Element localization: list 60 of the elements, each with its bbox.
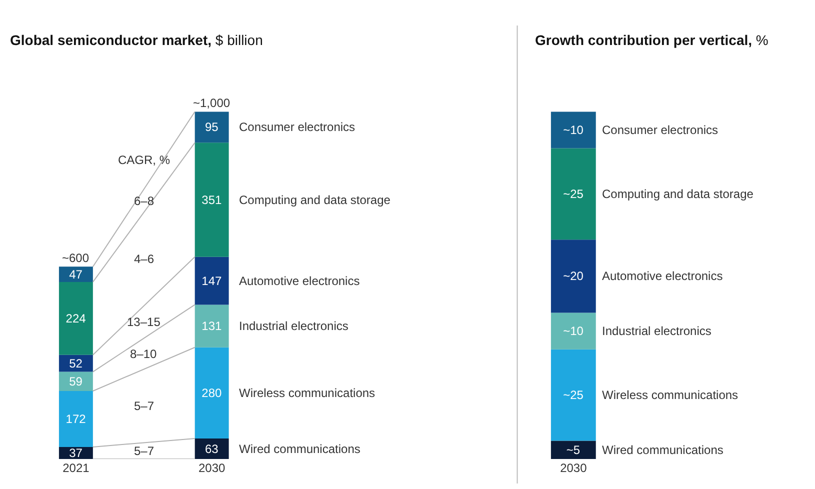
data-label: 47 xyxy=(69,267,83,282)
data-label: 52 xyxy=(69,356,83,370)
series-label: Wireless communications xyxy=(239,386,376,400)
bar xyxy=(58,282,93,355)
bar xyxy=(194,438,229,459)
data-label: 59 xyxy=(69,374,83,388)
data-label: ~10 xyxy=(563,324,584,338)
series-label: Computing and data storage xyxy=(602,187,754,201)
bar xyxy=(194,112,229,143)
bar xyxy=(58,390,93,447)
bar xyxy=(194,347,229,438)
series-label: Wireless communications xyxy=(602,388,738,402)
data-label: ~25 xyxy=(563,186,584,201)
x-tick-label: 2030 xyxy=(198,461,226,475)
x-tick-label: 2021 xyxy=(62,461,90,475)
bar xyxy=(550,349,596,441)
series-label: Automotive electronics xyxy=(239,274,360,288)
data-label: 224 xyxy=(66,311,86,326)
annotation: 5–7 xyxy=(134,399,154,413)
bar xyxy=(550,148,596,240)
bar xyxy=(550,112,596,148)
series-label: Wired communications xyxy=(239,442,360,456)
data-label: ~25 xyxy=(563,388,584,402)
data-label: 63 xyxy=(204,442,219,456)
series-label: Computing and data storage xyxy=(239,193,391,207)
series-label: Consumer electronics xyxy=(239,120,356,134)
text: Growth contribution per vertical, % xyxy=(535,32,768,48)
annotation: ~600 xyxy=(62,251,90,265)
data-label: 95 xyxy=(204,120,219,134)
annotation: ~1,000 xyxy=(193,96,230,110)
series-label: Industrial electronics xyxy=(239,319,348,333)
bar xyxy=(58,266,93,282)
data-label: ~20 xyxy=(563,269,584,284)
bar xyxy=(550,440,596,459)
annotation: 4–6 xyxy=(134,252,154,266)
data-label: 147 xyxy=(202,274,222,288)
data-label: 131 xyxy=(202,319,222,334)
bar xyxy=(194,142,229,257)
annotation: 6–8 xyxy=(134,194,154,208)
chart-title: Global semiconductor market, $ billion xyxy=(10,32,263,48)
data-label: ~10 xyxy=(563,123,584,138)
bar xyxy=(550,312,596,350)
bar xyxy=(194,256,229,305)
x-tick-label: 2030 xyxy=(560,461,588,475)
annotation: CAGR, % xyxy=(118,153,170,167)
series-label: Automotive electronics xyxy=(602,269,723,283)
data-label: 280 xyxy=(202,386,222,400)
bar xyxy=(58,354,93,372)
annotation: 13–15 xyxy=(127,315,161,329)
data-label: ~5 xyxy=(566,442,580,457)
bar xyxy=(194,304,229,348)
data-label: 172 xyxy=(66,412,86,426)
series-label: Wired communications xyxy=(602,443,724,457)
annotation: 5–7 xyxy=(134,444,154,458)
annotation: 8–10 xyxy=(130,347,158,361)
data-label: 37 xyxy=(69,446,83,460)
series-label: Consumer electronics xyxy=(602,123,718,137)
data-label: 351 xyxy=(202,192,222,207)
bar xyxy=(550,240,596,313)
series-label: Industrial electronics xyxy=(602,324,712,338)
